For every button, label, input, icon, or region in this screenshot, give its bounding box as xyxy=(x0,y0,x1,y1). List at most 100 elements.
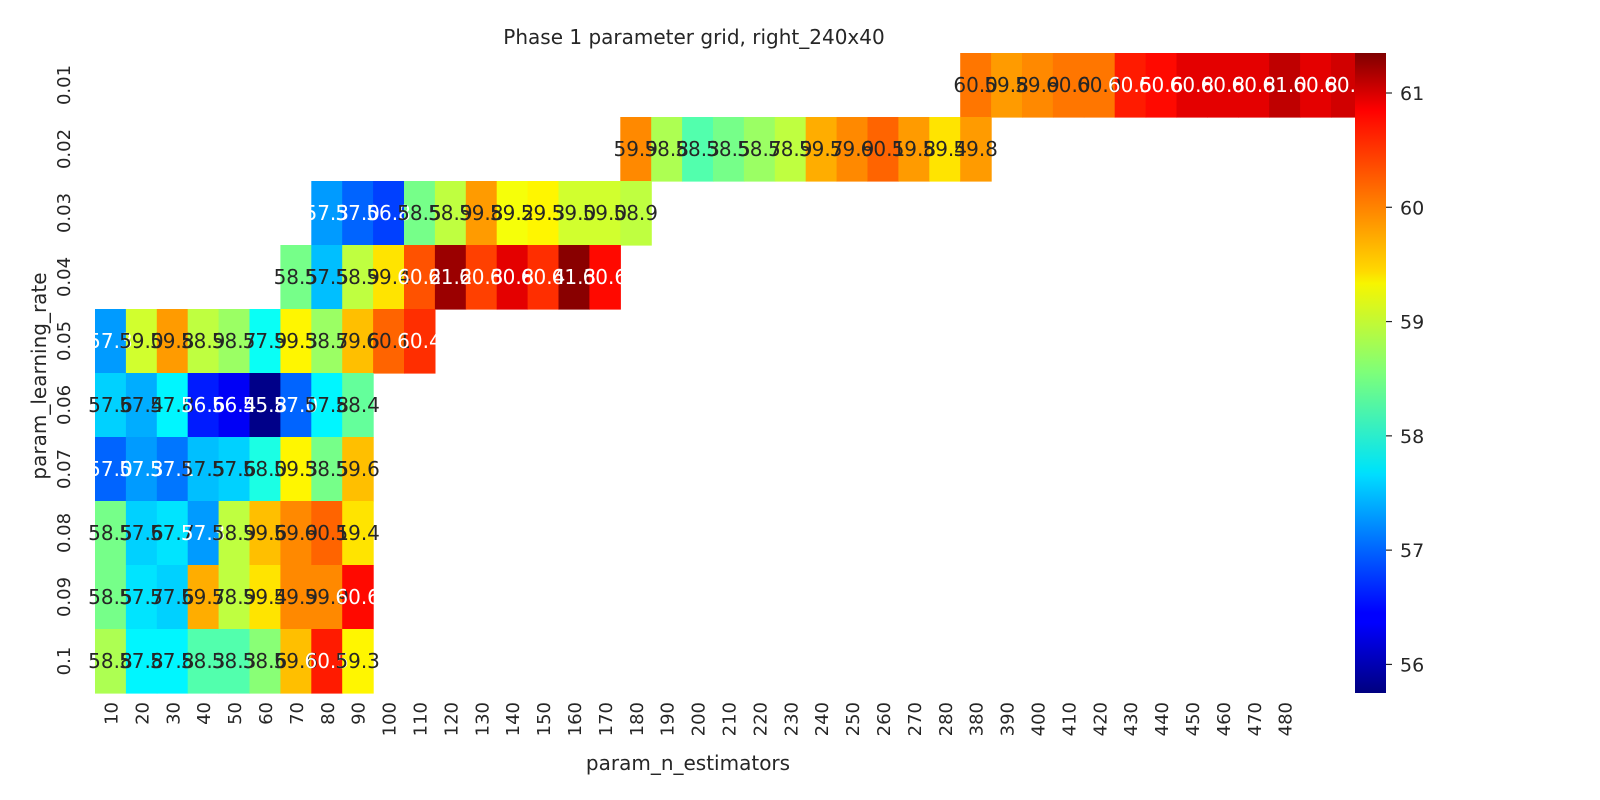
cell-value-label: 58.9 xyxy=(212,585,257,609)
heatmap-cell xyxy=(1022,53,1054,118)
colorbar-tick-label: 58 xyxy=(1400,426,1424,448)
heatmap-cell xyxy=(249,373,281,438)
cell-value-label: 57.6 xyxy=(150,585,195,609)
heatmap-cell xyxy=(373,245,405,310)
heatmap-cell xyxy=(311,565,343,630)
cell-value-label: 59.3 xyxy=(521,201,566,225)
x-tick-label: 480 xyxy=(1276,702,1297,736)
x-tick-label: 60 xyxy=(256,702,277,725)
cell-value-label: 58.5 xyxy=(88,585,133,609)
cell-value-label: 57.3 xyxy=(88,329,133,353)
y-tick-label: 0.04 xyxy=(54,257,75,297)
heatmap-cell xyxy=(95,437,127,502)
heatmap-cell xyxy=(187,565,220,630)
x-tick-label: 50 xyxy=(225,702,246,725)
x-axis-ticks: 10 20 30 40 50 60 70 80 90 100 110 120 130 140 150 160 1… xyxy=(101,702,1296,736)
y-tick-label: 0.01 xyxy=(54,65,75,105)
cell-value-label: 57.3 xyxy=(119,457,164,481)
cell-value-label: 59.8 xyxy=(984,73,1029,97)
y-tick-label: 0.07 xyxy=(54,449,75,489)
cell-value-label: 57.6 xyxy=(212,457,257,481)
heatmap-cell xyxy=(1238,53,1270,118)
heatmap-cell xyxy=(1114,53,1147,118)
heatmap-cell xyxy=(280,245,312,310)
heatmap-cell xyxy=(342,245,374,310)
cell-value-label: 57.3 xyxy=(181,521,226,545)
cell-value-label: 60.5 xyxy=(304,649,349,673)
cell-value-label: 58.5 xyxy=(304,457,349,481)
cell-value-label: 59.6 xyxy=(335,329,380,353)
x-tick-label: 400 xyxy=(1028,702,1049,736)
cell-value-label: 58.9 xyxy=(335,265,380,289)
heatmap-cell xyxy=(156,629,189,694)
x-tick-label: 450 xyxy=(1183,702,1204,736)
cell-value-label: 57.5 xyxy=(304,265,349,289)
heatmap-cell xyxy=(558,181,590,246)
colorbar-tick-label: 59 xyxy=(1400,312,1424,334)
cell-value-label: 58.5 xyxy=(88,521,133,545)
y-tick-label: 0.06 xyxy=(54,385,75,425)
cell-value-label: 58.9 xyxy=(768,137,813,161)
cell-value-label: 59.9 xyxy=(274,585,319,609)
heatmap-cell xyxy=(496,245,529,310)
heatmap-cell xyxy=(527,245,560,310)
cell-value-label: 60.3 xyxy=(459,265,504,289)
cell-value-label: 59.0 xyxy=(552,201,597,225)
heatmap-cell xyxy=(311,181,343,246)
x-tick-label: 220 xyxy=(750,702,771,736)
x-axis-label: param_n_estimators xyxy=(586,751,790,775)
heatmap-cell xyxy=(125,309,158,374)
cell-value-label: 59.4 xyxy=(335,521,380,545)
x-tick-label: 390 xyxy=(998,702,1019,736)
cell-value-label: 56.4 xyxy=(212,393,257,417)
colorbar-ticks: 56 57 58 59 60 61 xyxy=(1386,83,1424,676)
cell-value-label: 60.4 xyxy=(521,265,566,289)
x-tick-label: 270 xyxy=(905,702,926,736)
cell-value-label: 59.8 xyxy=(892,137,937,161)
cell-value-label: 58.9 xyxy=(212,521,257,545)
cell-value-label: 60.1 xyxy=(304,521,349,545)
cell-value-label: 60.8 xyxy=(1170,73,1215,97)
heatmap-cell xyxy=(156,437,189,502)
cell-value-label: 61.0 xyxy=(1262,73,1307,97)
x-tick-label: 280 xyxy=(936,702,957,736)
heatmap-cells: 60.059.859.960.060.060.560.660.860.860.8… xyxy=(88,53,1369,694)
x-tick-label: 150 xyxy=(534,702,555,736)
heatmap-cell xyxy=(156,565,189,630)
x-tick-label: 110 xyxy=(410,702,431,736)
cell-value-label: 57.6 xyxy=(119,521,164,545)
heatmap-cell xyxy=(218,309,251,374)
x-tick-label: 470 xyxy=(1245,702,1266,736)
cell-value-label: 59.4 xyxy=(922,137,967,161)
cell-value-label: 57.0 xyxy=(335,201,380,225)
heatmap-cell xyxy=(311,437,343,502)
heatmap-cell xyxy=(280,309,312,374)
cell-value-label: 57.8 xyxy=(150,393,195,417)
cell-value-label: 59.9 xyxy=(1015,73,1060,97)
x-tick-label: 170 xyxy=(596,702,617,736)
heatmap-cell xyxy=(156,309,189,374)
x-tick-label: 40 xyxy=(194,702,215,725)
cell-value-label: 60.0 xyxy=(1046,73,1091,97)
heatmap-cell xyxy=(373,309,405,374)
heatmap-cell xyxy=(1145,53,1178,118)
colorbar-tick-label: 61 xyxy=(1400,83,1424,105)
x-tick-label: 260 xyxy=(874,702,895,736)
cell-value-label: 58.5 xyxy=(397,201,442,225)
y-tick-label: 0.08 xyxy=(54,513,75,553)
x-tick-label: 230 xyxy=(781,702,802,736)
cell-value-label: 58.9 xyxy=(428,201,473,225)
heatmap-cell xyxy=(836,117,869,182)
heatmap-cell xyxy=(342,629,374,694)
cell-value-label: 57.6 xyxy=(88,393,133,417)
x-tick-label: 70 xyxy=(287,702,308,725)
x-tick-label: 380 xyxy=(967,702,988,736)
x-tick-label: 90 xyxy=(349,702,370,725)
heatmap-cell xyxy=(249,309,281,374)
cell-value-label: 60.6 xyxy=(583,265,628,289)
heatmap-cell xyxy=(218,565,251,630)
heatmap-cell xyxy=(156,501,189,566)
cell-value-label: 58.0 xyxy=(243,457,288,481)
heatmap-cell xyxy=(682,117,714,182)
heatmap-cell xyxy=(1300,53,1332,118)
